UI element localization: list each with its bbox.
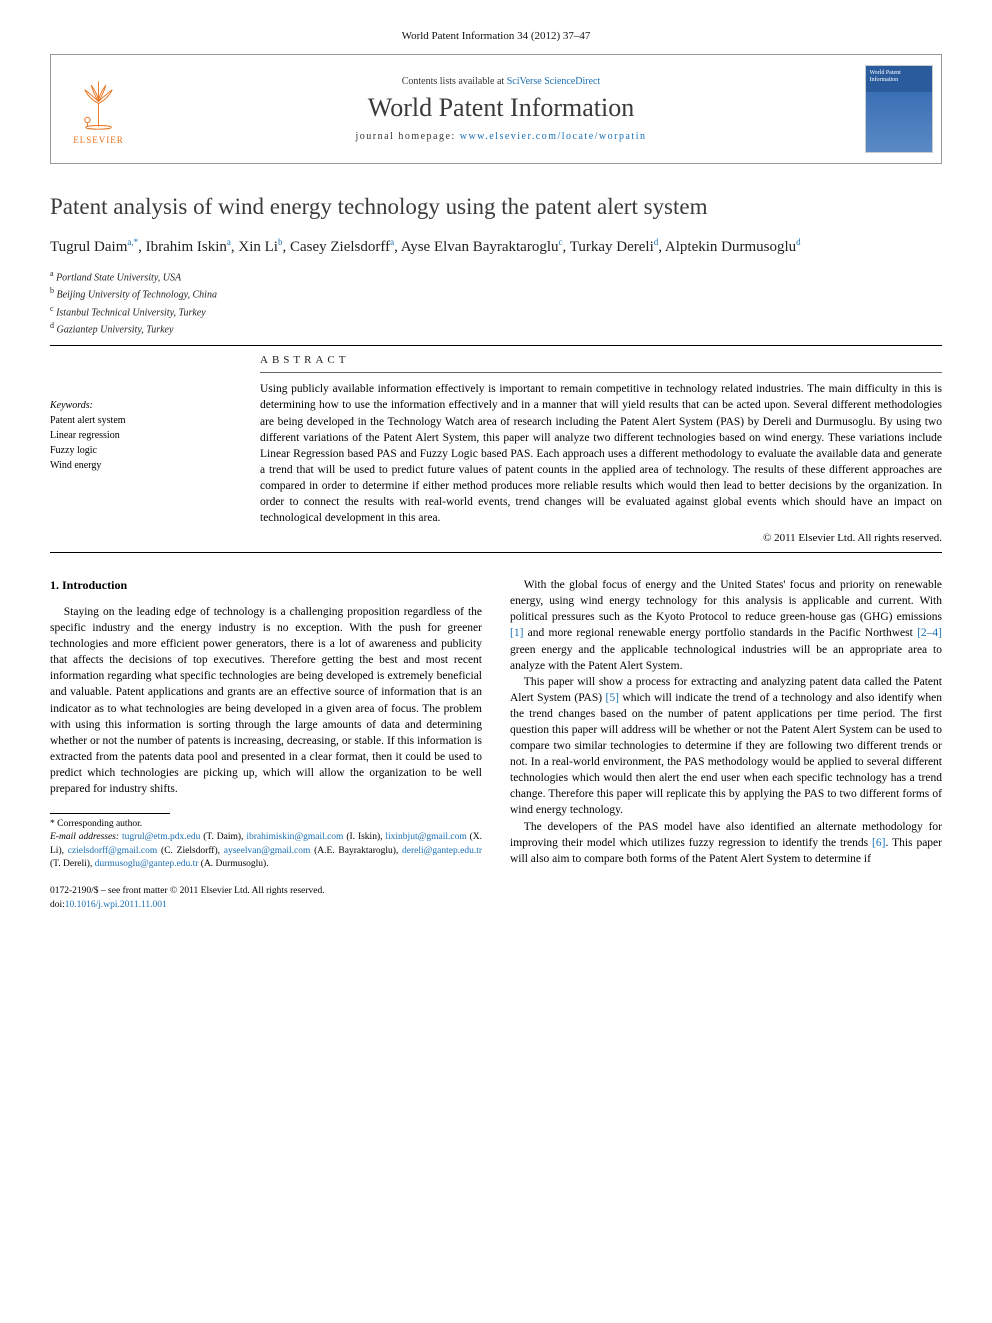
article-title: Patent analysis of wind energy technolog… <box>50 194 942 220</box>
email-link[interactable]: tugrul@etm.pdx.edu <box>122 832 200 842</box>
homepage-line: journal homepage: www.elsevier.com/locat… <box>356 131 647 142</box>
corresponding-author-block: * Corresponding author. E-mail addresses… <box>50 813 482 871</box>
email-addresses: E-mail addresses: tugrul@etm.pdx.edu (T.… <box>50 831 482 871</box>
body-columns: 1. Introduction Staying on the leading e… <box>50 577 942 912</box>
journal-title: World Patent Information <box>368 93 635 123</box>
authors-list: Tugrul Daima,*, Ibrahim Iskina, Xin Lib,… <box>50 236 942 258</box>
body-para-3: This paper will show a process for extra… <box>510 674 942 819</box>
affiliations-list: a Portland State University, USAb Beijin… <box>50 268 942 337</box>
contents-prefix: Contents lists available at <box>402 76 507 87</box>
body-para-4: The developers of the PAS model have als… <box>510 819 942 867</box>
abstract-copyright: © 2011 Elsevier Ltd. All rights reserved… <box>260 532 942 544</box>
elsevier-tree-icon <box>69 73 129 133</box>
homepage-link[interactable]: www.elsevier.com/locate/worpatin <box>460 131 647 142</box>
ref-link-6[interactable]: [6] <box>872 837 885 849</box>
abstract-row: Keywords: Patent alert systemLinear regr… <box>50 354 942 544</box>
publisher-name: ELSEVIER <box>73 135 124 145</box>
email-link[interactable]: czielsdorff@gmail.com <box>68 846 158 856</box>
body-para-1: Staying on the leading edge of technolog… <box>50 604 482 797</box>
email-link[interactable]: ibrahimiskin@gmail.com <box>246 832 343 842</box>
email-link[interactable]: lixinbjut@gmail.com <box>385 832 466 842</box>
header-center: Contents lists available at SciVerse Sci… <box>146 55 856 163</box>
keyword-item: Linear regression <box>50 428 230 443</box>
abstract-column: ABSTRACT Using publicly available inform… <box>260 354 942 544</box>
contents-available-line: Contents lists available at SciVerse Sci… <box>402 76 601 87</box>
keywords-column: Keywords: Patent alert systemLinear regr… <box>50 354 230 544</box>
issn-line: 0172-2190/$ – see front matter © 2011 El… <box>50 885 482 898</box>
keyword-item: Fuzzy logic <box>50 443 230 458</box>
journal-cover-thumbnail: World Patent Information <box>865 65 933 153</box>
journal-header-box: ELSEVIER Contents lists available at Sci… <box>50 54 942 164</box>
ref-link-5[interactable]: [5] <box>606 692 619 704</box>
keywords-label: Keywords: <box>50 398 230 413</box>
corresponding-label: * Corresponding author. <box>50 818 482 831</box>
ref-link-1[interactable]: [1] <box>510 627 523 639</box>
ref-link-2-4[interactable]: [2–4] <box>917 627 942 639</box>
email-link[interactable]: ayseelvan@gmail.com <box>224 846 311 856</box>
section-1-heading: 1. Introduction <box>50 577 482 594</box>
divider <box>50 552 942 553</box>
emails-label: E-mail addresses: <box>50 832 122 842</box>
keyword-item: Patent alert system <box>50 413 230 428</box>
email-link[interactable]: durmusoglu@gantep.edu.tr <box>95 859 199 869</box>
cover-title-text: World Patent Information <box>870 70 928 83</box>
doi-block: 0172-2190/$ – see front matter © 2011 El… <box>50 885 482 912</box>
keyword-item: Wind energy <box>50 458 230 473</box>
body-para-2: With the global focus of energy and the … <box>510 577 942 674</box>
doi-link[interactable]: 10.1016/j.wpi.2011.11.001 <box>65 900 167 910</box>
abstract-heading: ABSTRACT <box>260 354 942 366</box>
divider <box>260 372 942 373</box>
doi-line: doi:10.1016/j.wpi.2011.11.001 <box>50 899 482 912</box>
homepage-prefix: journal homepage: <box>356 131 460 142</box>
divider <box>50 345 942 346</box>
publisher-logo-block: ELSEVIER <box>51 55 146 163</box>
journal-reference: World Patent Information 34 (2012) 37–47 <box>50 30 942 42</box>
email-link[interactable]: dereli@gantep.edu.tr <box>402 846 482 856</box>
sciencedirect-link[interactable]: SciVerse ScienceDirect <box>507 76 601 87</box>
journal-cover-block: World Patent Information <box>856 55 941 163</box>
abstract-text: Using publicly available information eff… <box>260 381 942 526</box>
